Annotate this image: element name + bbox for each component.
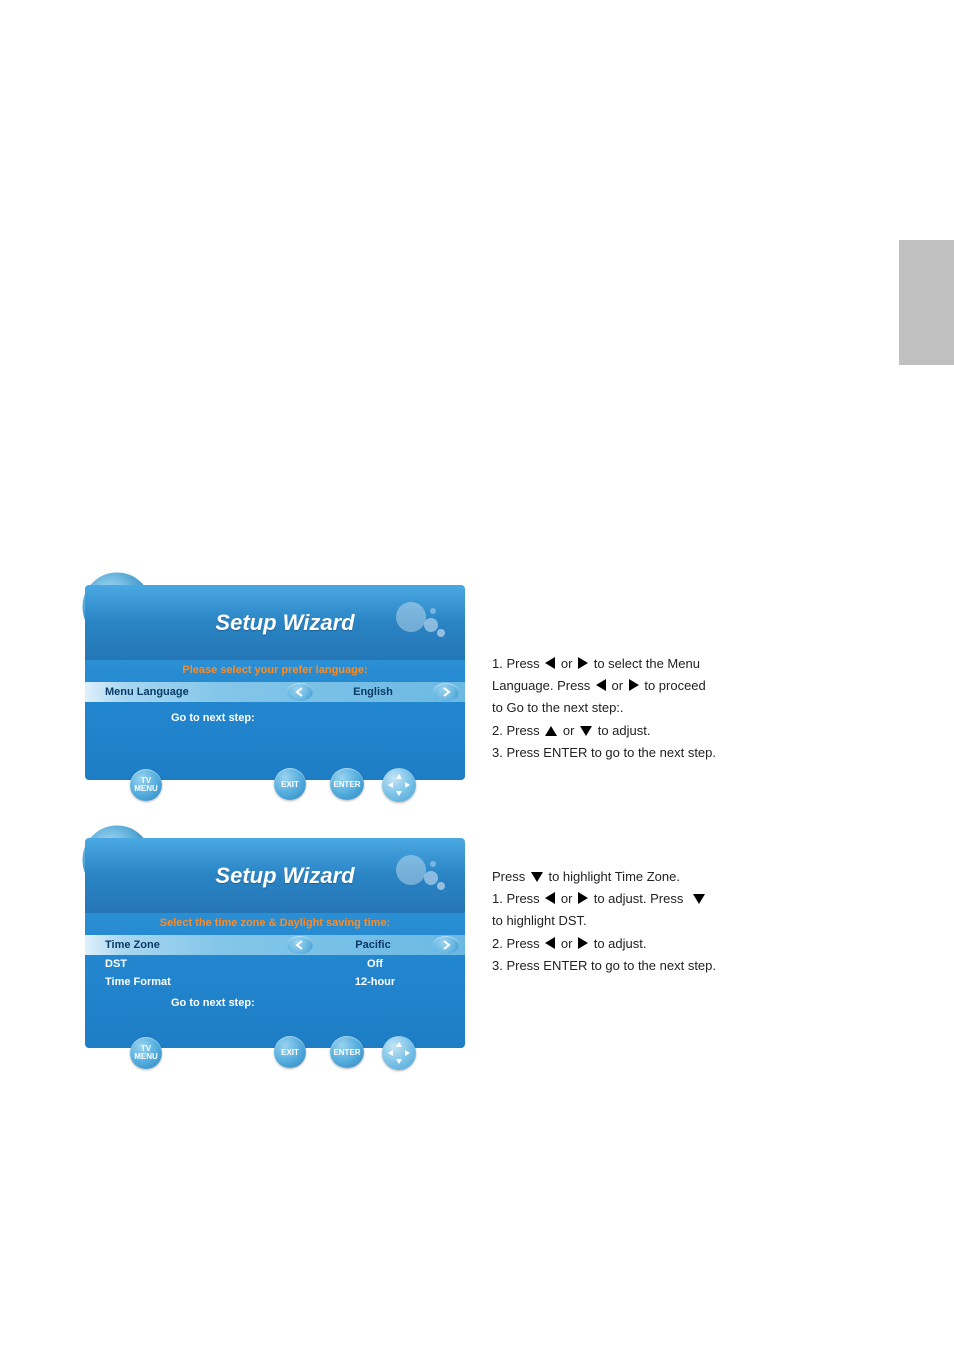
- row-label: Time Format: [105, 976, 315, 988]
- setup-wizard-language: Setup Wizard Please select your prefer l…: [85, 585, 465, 780]
- wizard-body: Select the time zone & Daylight saving t…: [85, 913, 465, 1048]
- row-label: DST: [105, 958, 315, 970]
- triangle-right-icon: [629, 679, 639, 691]
- triangle-left-icon: [596, 679, 606, 691]
- arrow-left-icon[interactable]: [287, 683, 313, 701]
- arrow-right-icon[interactable]: [433, 936, 459, 954]
- wizard-footer: TV MENU EXIT ENTER: [130, 1036, 416, 1070]
- row-time-zone[interactable]: Time Zone Pacific: [85, 935, 465, 955]
- bubbles-icon: [393, 850, 453, 898]
- row-time-format[interactable]: Time Format 12-hour: [85, 973, 465, 991]
- exit-button[interactable]: EXIT: [274, 1036, 306, 1068]
- instructions-timezone: Press to highlight Time Zone. 1. Press o…: [492, 868, 822, 979]
- arrow-right-icon[interactable]: [433, 683, 459, 701]
- go-next-label: Go to next step:: [85, 712, 465, 724]
- setup-wizard-timezone: Setup Wizard Select the time zone & Dayl…: [85, 838, 465, 1048]
- go-next-label: Go to next step:: [85, 997, 465, 1009]
- row-label: Time Zone: [105, 939, 287, 951]
- instructions-language: 1. Press or to select the Menu Language.…: [492, 655, 822, 766]
- arrow-left-icon[interactable]: [287, 936, 313, 954]
- row-dst[interactable]: DST Off: [85, 955, 465, 973]
- triangle-up-icon: [545, 726, 557, 736]
- wizard-title: Setup Wizard: [215, 610, 354, 636]
- triangle-left-icon: [545, 937, 555, 949]
- wizard-header: Setup Wizard: [85, 585, 465, 660]
- wizard-body: Please select your prefer language: Menu…: [85, 660, 465, 780]
- wizard-header: Setup Wizard: [85, 838, 465, 913]
- exit-button[interactable]: EXIT: [274, 768, 306, 800]
- triangle-right-icon: [578, 892, 588, 904]
- triangle-down-icon: [693, 894, 705, 904]
- row-menu-language[interactable]: Menu Language English: [85, 682, 465, 702]
- row-value: Pacific: [313, 939, 433, 951]
- triangle-down-icon: [580, 726, 592, 736]
- tv-menu-button[interactable]: TV MENU: [130, 1037, 162, 1069]
- row-value: 12-hour: [315, 976, 435, 988]
- triangle-left-icon: [545, 892, 555, 904]
- enter-button[interactable]: ENTER: [330, 1036, 364, 1068]
- triangle-right-icon: [578, 937, 588, 949]
- bubbles-icon: [393, 597, 453, 645]
- wizard-hint: Please select your prefer language:: [85, 660, 465, 682]
- enter-button[interactable]: ENTER: [330, 768, 364, 800]
- wizard-footer: TV MENU EXIT ENTER: [130, 768, 416, 802]
- wizard-hint: Select the time zone & Daylight saving t…: [85, 913, 465, 935]
- triangle-down-icon: [531, 872, 543, 882]
- row-value: English: [313, 686, 433, 698]
- row-value: Off: [315, 958, 435, 970]
- dpad-icon[interactable]: [382, 768, 416, 802]
- triangle-right-icon: [578, 657, 588, 669]
- tv-menu-button[interactable]: TV MENU: [130, 769, 162, 801]
- triangle-left-icon: [545, 657, 555, 669]
- dpad-icon[interactable]: [382, 1036, 416, 1070]
- side-page-tab: [899, 240, 954, 365]
- row-label: Menu Language: [105, 686, 287, 698]
- wizard-title: Setup Wizard: [215, 863, 354, 889]
